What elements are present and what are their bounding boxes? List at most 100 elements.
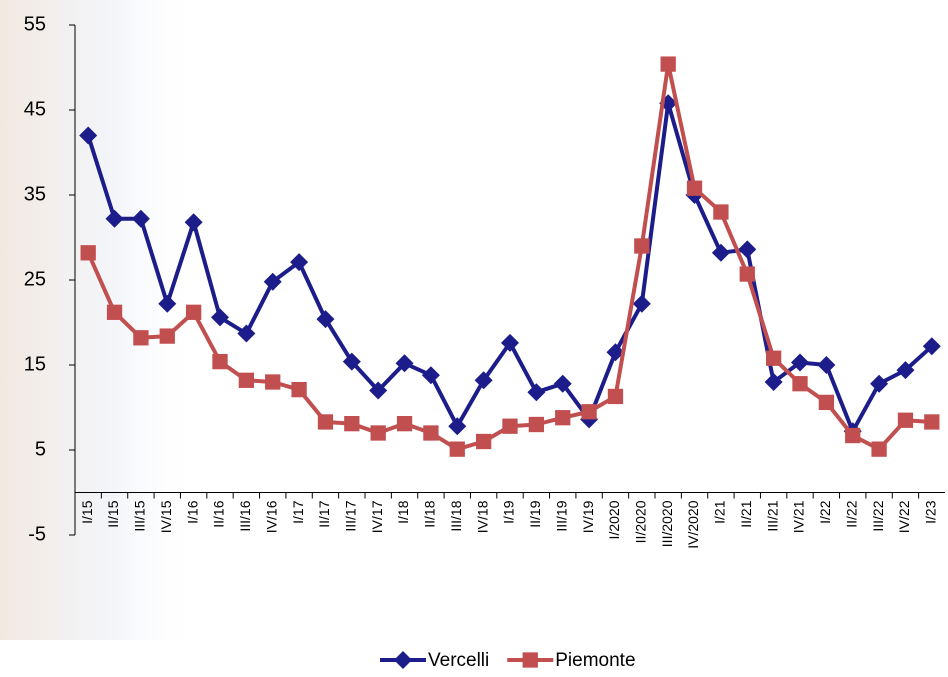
point xyxy=(871,441,887,457)
point xyxy=(291,382,307,398)
x-tick-label: IV/16 xyxy=(263,500,279,533)
point xyxy=(792,376,808,392)
point xyxy=(897,412,914,428)
x-tick-label: I/2020 xyxy=(606,500,622,539)
point xyxy=(713,204,729,220)
x-tick-label: I/16 xyxy=(184,500,200,524)
point xyxy=(739,266,755,282)
point xyxy=(238,372,255,388)
y-tick-label: 55 xyxy=(24,13,46,35)
x-tick-label: IV/17 xyxy=(369,500,385,533)
point xyxy=(237,324,256,343)
point xyxy=(474,371,493,390)
point xyxy=(845,427,861,444)
point xyxy=(265,374,281,390)
point xyxy=(606,343,625,362)
x-tick-label: IV/2020 xyxy=(685,500,701,548)
point xyxy=(421,366,440,385)
x-tick-label: I/17 xyxy=(290,500,306,524)
point xyxy=(711,243,730,262)
x-tick-label: I/22 xyxy=(817,500,833,524)
y-tick-label: 15 xyxy=(24,353,46,375)
point xyxy=(105,209,124,228)
point xyxy=(581,404,597,420)
point xyxy=(159,328,175,344)
x-tick-label: III/17 xyxy=(343,500,359,531)
x-tick-label: III/22 xyxy=(870,500,886,531)
point xyxy=(317,414,334,430)
point xyxy=(522,652,538,668)
point xyxy=(870,374,889,393)
point xyxy=(449,441,465,457)
point xyxy=(922,337,941,356)
point xyxy=(528,416,545,433)
x-tick-label: III/15 xyxy=(132,500,148,531)
point xyxy=(395,354,414,373)
point xyxy=(370,425,386,441)
point xyxy=(369,381,388,400)
point xyxy=(133,330,149,346)
point xyxy=(553,374,572,393)
x-tick-label: III/19 xyxy=(553,500,569,531)
y-tick-label: 5 xyxy=(35,438,46,460)
point xyxy=(316,310,335,329)
point xyxy=(342,352,361,371)
point xyxy=(501,333,519,352)
x-tick-label: I/19 xyxy=(501,500,517,524)
x-tick-label: II/22 xyxy=(843,500,859,527)
legend: Vercelli Piemonte xyxy=(380,650,636,671)
x-tick-label: IV/18 xyxy=(474,500,490,533)
point xyxy=(632,294,651,313)
x-tick-label: IV/15 xyxy=(158,500,174,533)
point xyxy=(396,416,413,432)
point xyxy=(818,394,835,411)
point xyxy=(607,388,624,405)
point xyxy=(686,180,703,196)
point xyxy=(80,245,96,261)
point xyxy=(290,253,309,272)
point xyxy=(527,383,546,402)
x-tick-label: II/16 xyxy=(211,500,227,527)
x-tick-label: II/21 xyxy=(738,500,754,527)
y-tick-label: 35 xyxy=(24,183,46,205)
point xyxy=(158,294,177,313)
point xyxy=(634,238,650,254)
point xyxy=(263,272,282,291)
x-tick-label: I/23 xyxy=(923,500,939,524)
point xyxy=(344,416,360,432)
point xyxy=(423,425,439,441)
point xyxy=(738,240,757,259)
y-tick-label: 45 xyxy=(24,98,46,120)
x-tick-label: III/16 xyxy=(237,500,253,531)
x-tick-label: I/18 xyxy=(395,500,411,524)
point xyxy=(502,418,518,434)
x-tick-label: III/18 xyxy=(448,500,464,531)
point xyxy=(764,373,783,391)
point xyxy=(185,304,202,320)
point xyxy=(475,433,492,450)
legend-label: Vercelli xyxy=(428,650,489,671)
point xyxy=(211,308,229,327)
x-tick-label: III/21 xyxy=(764,500,780,531)
point xyxy=(924,414,940,430)
x-tick-label: IV/19 xyxy=(580,500,596,533)
x-tick-label: II/18 xyxy=(422,500,438,527)
point xyxy=(131,209,150,228)
x-tick-label: II/19 xyxy=(527,500,543,527)
point xyxy=(817,356,836,374)
y-tick-label: 25 xyxy=(24,268,46,290)
point xyxy=(106,304,123,320)
point xyxy=(555,410,571,426)
point xyxy=(184,213,203,232)
legend-label: Piemonte xyxy=(555,650,635,671)
x-tick-label: I/21 xyxy=(712,500,728,524)
x-tick-label: I/15 xyxy=(79,500,95,524)
x-tick-label: III/2020 xyxy=(659,500,675,547)
x-tick-label: IV/22 xyxy=(896,500,912,533)
y-tick-label: -5 xyxy=(28,523,46,545)
point xyxy=(896,361,915,380)
point xyxy=(791,353,809,372)
point xyxy=(394,651,412,669)
point xyxy=(765,350,782,366)
